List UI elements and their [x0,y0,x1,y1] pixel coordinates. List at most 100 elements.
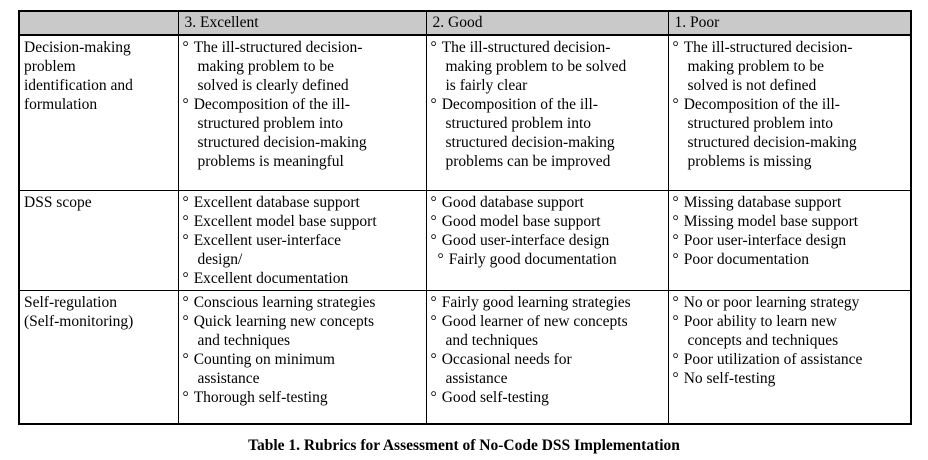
bullet-icon: ° [182,193,189,211]
cell-good: ° Good database support ° Good model base … [425,189,669,291]
bullet-icon: ° [430,193,437,211]
bullet-icon: ° [430,388,437,406]
rubric-item-text: The ill-structured decision- making prob… [441,39,627,94]
rubric-item-text: Quick learning new concepts and techniqu… [193,312,375,349]
rubric-item: ° Conscious learning strategies [183,293,422,312]
rubric-item: ° Decomposition of the ill- structured pr… [183,95,422,171]
header-cell-poor: 1. Poor [667,10,912,36]
rubric-item-text: Fairly good learning strategies [441,293,631,311]
rubric-item: ° Quick learning new concepts and techniq… [183,312,422,350]
row-label-cell: Self-regulation (Self-monitoring) [18,289,179,425]
rubric-item-text: Poor ability to learn new concepts and t… [683,312,839,349]
rubric-item-text: The ill-structured decision- making prob… [683,39,853,94]
bullet-icon: ° [672,350,679,368]
rubric-item-text: Good user-interface design [441,231,610,249]
rubric-item: ° Decomposition of the ill- structured pr… [431,95,664,171]
cell-excellent: ° Excellent database support ° Excellent m… [177,189,427,291]
rubric-item: ° Good user-interface design [431,231,664,250]
bullet-icon: ° [182,212,189,230]
rubric-item: ° Excellent database support [183,193,422,212]
rubric-item: ° No self-testing [673,369,907,388]
rubric-item-text: Counting on minimum assistance [193,350,335,387]
rubric-item-text: Poor utilization of assistance [683,350,863,368]
bullet-icon: ° [430,96,437,113]
table-row: Self-regulation (Self-monitoring) ° Consc… [18,289,912,425]
rubric-item: ° The ill-structured decision- making pro… [183,38,422,95]
rubric-item-text: Excellent documentation [193,269,349,287]
rubric-item: ° Excellent documentation [183,269,422,288]
bullet-icon: ° [672,96,679,113]
rubric-item: ° Excellent user-interface design/ [183,231,422,269]
rubric-item: ° Counting on minimum assistance [183,350,422,388]
bullet-icon: ° [672,293,679,311]
rubric-item: ° The ill-structured decision- making pro… [673,38,907,95]
cell-good: ° The ill-structured decision- making pro… [425,34,669,191]
rubric-item: ° Occasional needs for assistance [431,350,664,388]
rubric-item-text: Fairly good documentation [448,250,617,268]
cell-poor: ° The ill-structured decision- making pro… [667,34,912,191]
row-label-cell: DSS scope [18,189,179,291]
bullet-icon: ° [182,39,189,56]
bullet-icon: ° [182,312,189,330]
rubric-item-text: Missing model base support [683,212,859,230]
table-row: Decision-making problem identification a… [18,34,912,191]
rubric-item: ° Good learner of new concepts and techni… [431,312,664,350]
cell-excellent: ° Conscious learning strategies ° Quick le… [177,289,427,425]
rubric-item: ° Missing model base support [673,212,907,231]
bullet-icon: ° [672,193,679,211]
rubric-item-text: Poor user-interface design [683,231,847,249]
bullet-icon: ° [182,269,189,287]
rubric-item: ° No or poor learning strategy [673,293,907,312]
cell-poor: ° Missing database support ° Missing model… [667,189,912,291]
rubric-item-text: Good model base support [441,212,601,230]
rubric-item-text: Excellent database support [193,193,360,211]
rubric-item: ° Fairly good learning strategies [431,293,664,312]
bullet-icon: ° [672,250,679,268]
bullet-icon: ° [672,212,679,230]
rubric-item: ° Poor utilization of assistance [673,350,907,369]
row-label-cell: Decision-making problem identification a… [18,34,179,191]
rubric-item: ° Decomposition of the ill- structured pr… [673,95,907,171]
rubric-item-text: Conscious learning strategies [193,293,376,311]
rubric-item: ° Good model base support [431,212,664,231]
bullet-icon: ° [430,350,437,368]
bullet-icon: ° [430,212,437,230]
bullet-icon: ° [430,312,437,330]
rubric-item: ° Poor user-interface design [673,231,907,250]
rubric-item-text: Good self-testing [441,388,549,406]
header-cell-empty [18,10,179,36]
cell-poor: ° No or poor learning strategy ° Poor abil… [667,289,912,425]
rubric-item-text: Excellent model base support [193,212,377,230]
header-cell-good: 2. Good [425,10,669,36]
rubric-item-text: Occasional needs for assistance [441,350,572,387]
rubric-item: ° Thorough self-testing [183,388,422,407]
bullet-icon: ° [672,369,679,387]
bullet-icon: ° [182,388,189,406]
rubric-item: ° The ill-structured decision- making pro… [431,38,664,95]
rubric-item-text: Poor documentation [683,250,809,268]
rubric-item-text: Decomposition of the ill- structured pro… [441,96,615,170]
rubric-item: ° Fairly good documentation [438,250,664,269]
rubric-item: ° Excellent model base support [183,212,422,231]
bullet-icon: ° [430,293,437,311]
rubric-item-text: No self-testing [683,369,776,387]
cell-excellent: ° The ill-structured decision- making pro… [177,34,427,191]
rubric-item: ° Good self-testing [431,388,664,407]
header-cell-excellent: 3. Excellent [177,10,427,36]
rubric-item-text: Decomposition of the ill- structured pro… [193,96,367,170]
rubric-item: ° Poor documentation [673,250,907,269]
rubric-item-text: Good learner of new concepts and techniq… [441,312,628,349]
bullet-icon: ° [182,231,189,249]
rubric-item-text: Excellent user-interface design/ [193,231,341,268]
rubric-item: ° Good database support [431,193,664,212]
rubric-item: ° Missing database support [673,193,907,212]
bullet-icon: ° [672,312,679,330]
bullet-icon: ° [672,231,679,249]
table-caption: Table 1. Rubrics for Assessment of No-Co… [248,437,680,454]
bullet-icon: ° [437,250,444,268]
bullet-icon: ° [430,231,437,249]
bullet-icon: ° [672,39,679,56]
bullet-icon: ° [182,96,189,113]
bullet-icon: ° [182,293,189,311]
